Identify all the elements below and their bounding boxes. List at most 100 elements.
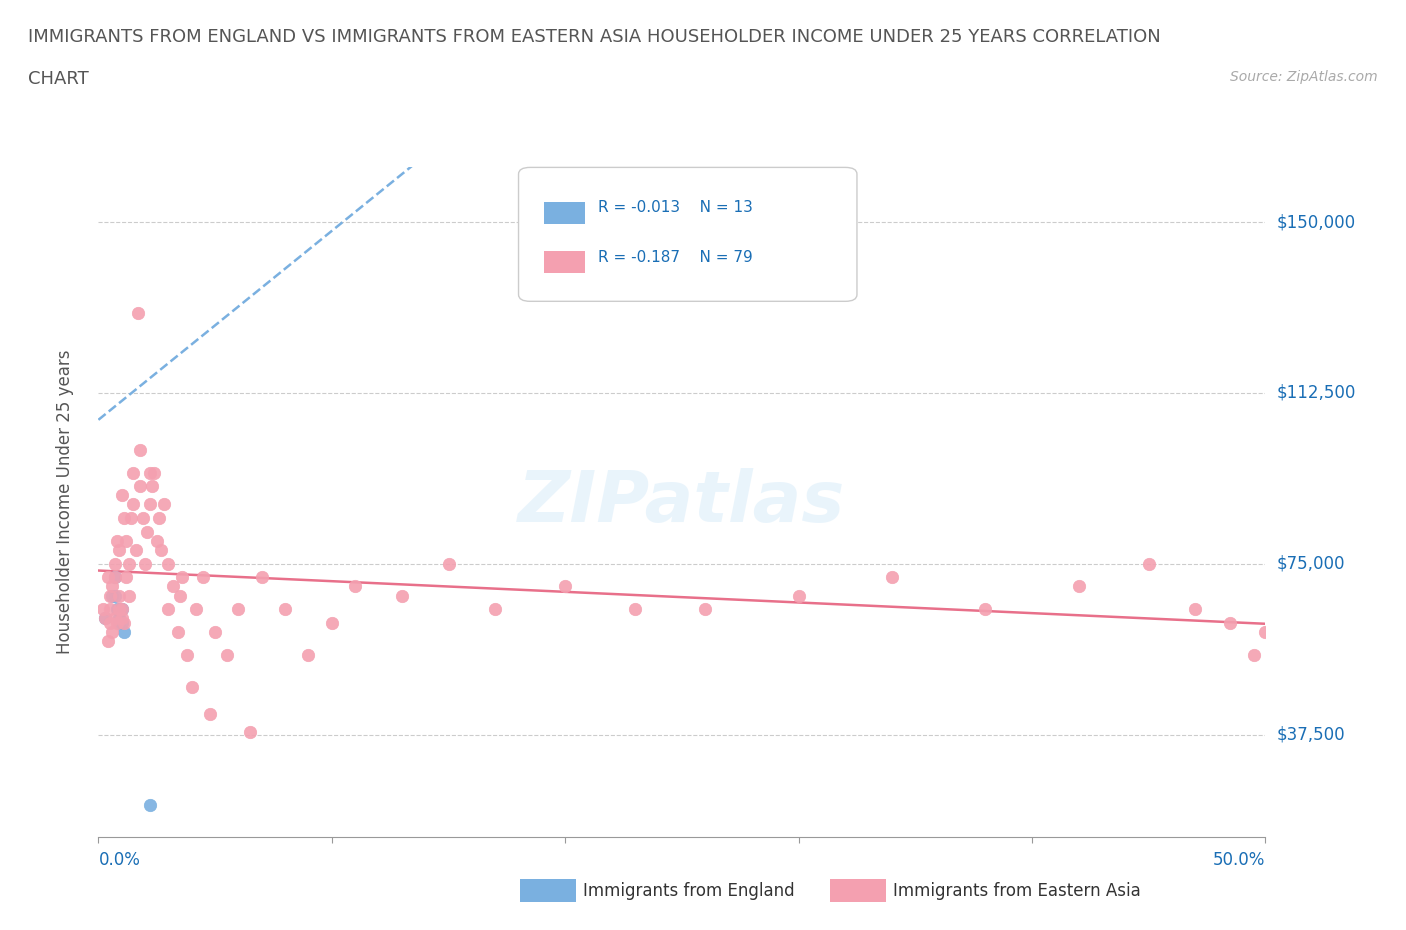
Point bbox=[127, 306, 149, 321]
Point bbox=[148, 511, 170, 525]
Point bbox=[111, 616, 134, 631]
Point bbox=[111, 602, 134, 617]
Point bbox=[108, 542, 131, 557]
Point bbox=[104, 570, 127, 585]
Point bbox=[297, 647, 319, 662]
Point bbox=[172, 570, 194, 585]
Text: R = -0.013    N = 13: R = -0.013 N = 13 bbox=[598, 200, 752, 215]
Point bbox=[118, 556, 141, 571]
Point bbox=[193, 570, 215, 585]
Point bbox=[101, 588, 124, 603]
Point bbox=[391, 588, 413, 603]
FancyBboxPatch shape bbox=[544, 202, 585, 224]
Point bbox=[166, 625, 188, 640]
Point bbox=[111, 488, 134, 503]
Point bbox=[134, 556, 156, 571]
Point bbox=[141, 479, 163, 494]
Point bbox=[880, 570, 903, 585]
Point bbox=[94, 611, 117, 626]
Point bbox=[120, 511, 142, 525]
Point bbox=[169, 588, 191, 603]
Point bbox=[94, 611, 117, 626]
Point bbox=[215, 647, 238, 662]
Point bbox=[139, 465, 162, 480]
Point bbox=[274, 602, 297, 617]
Point bbox=[162, 579, 184, 594]
Point bbox=[180, 679, 202, 694]
Point bbox=[125, 542, 148, 557]
Text: R = -0.187    N = 79: R = -0.187 N = 79 bbox=[598, 250, 752, 265]
Point bbox=[157, 556, 180, 571]
FancyBboxPatch shape bbox=[519, 167, 856, 301]
Point bbox=[98, 588, 121, 603]
Point bbox=[1067, 579, 1090, 594]
Point bbox=[554, 579, 576, 594]
Point bbox=[1243, 647, 1265, 662]
Point bbox=[143, 465, 166, 480]
Point bbox=[101, 625, 124, 640]
Point bbox=[129, 443, 152, 458]
Point bbox=[437, 556, 460, 571]
Point bbox=[115, 570, 138, 585]
Text: Source: ZipAtlas.com: Source: ZipAtlas.com bbox=[1230, 70, 1378, 84]
Point bbox=[228, 602, 250, 617]
Text: Immigrants from England: Immigrants from England bbox=[583, 882, 796, 900]
Point bbox=[104, 588, 127, 603]
Text: $75,000: $75,000 bbox=[1277, 554, 1346, 573]
Point bbox=[112, 511, 135, 525]
Point bbox=[204, 625, 226, 640]
Point bbox=[1219, 616, 1241, 631]
Point bbox=[104, 570, 127, 585]
Point bbox=[104, 556, 127, 571]
Text: CHART: CHART bbox=[28, 70, 89, 87]
Point bbox=[97, 570, 120, 585]
Point bbox=[200, 707, 222, 722]
Point bbox=[150, 542, 173, 557]
Point bbox=[105, 534, 128, 549]
Point bbox=[118, 588, 141, 603]
Point bbox=[344, 579, 367, 594]
Point bbox=[112, 616, 135, 631]
Point bbox=[186, 602, 208, 617]
Point bbox=[1254, 625, 1277, 640]
Point bbox=[108, 616, 131, 631]
Point bbox=[152, 497, 174, 512]
Text: Immigrants from Eastern Asia: Immigrants from Eastern Asia bbox=[893, 882, 1140, 900]
Point bbox=[139, 798, 162, 813]
Text: IMMIGRANTS FROM ENGLAND VS IMMIGRANTS FROM EASTERN ASIA HOUSEHOLDER INCOME UNDER: IMMIGRANTS FROM ENGLAND VS IMMIGRANTS FR… bbox=[28, 28, 1161, 46]
Point bbox=[111, 611, 134, 626]
Point bbox=[1137, 556, 1160, 571]
Point bbox=[157, 602, 180, 617]
Point bbox=[122, 497, 145, 512]
Point bbox=[787, 588, 810, 603]
Point bbox=[624, 602, 647, 617]
Text: $150,000: $150,000 bbox=[1277, 213, 1355, 231]
Y-axis label: Householder Income Under 25 years: Householder Income Under 25 years bbox=[56, 350, 75, 655]
Point bbox=[321, 616, 343, 631]
Point bbox=[176, 647, 198, 662]
Point bbox=[239, 724, 262, 739]
Point bbox=[484, 602, 506, 617]
Point bbox=[111, 602, 134, 617]
Text: ZIPatlas: ZIPatlas bbox=[519, 468, 845, 537]
Text: $112,500: $112,500 bbox=[1277, 384, 1355, 402]
Point bbox=[98, 602, 121, 617]
Point bbox=[250, 570, 273, 585]
Text: 0.0%: 0.0% bbox=[98, 851, 141, 869]
Point bbox=[108, 611, 131, 626]
Point bbox=[108, 588, 131, 603]
Point bbox=[129, 479, 152, 494]
Point bbox=[91, 602, 114, 617]
Point bbox=[122, 465, 145, 480]
Point bbox=[97, 633, 120, 648]
Point bbox=[136, 525, 159, 539]
Text: $37,500: $37,500 bbox=[1277, 725, 1346, 743]
Point bbox=[115, 534, 138, 549]
Point bbox=[112, 625, 135, 640]
Point bbox=[108, 602, 131, 617]
Point bbox=[105, 616, 128, 631]
Point bbox=[146, 534, 169, 549]
Point bbox=[139, 497, 162, 512]
Point bbox=[695, 602, 717, 617]
Point bbox=[101, 579, 124, 594]
